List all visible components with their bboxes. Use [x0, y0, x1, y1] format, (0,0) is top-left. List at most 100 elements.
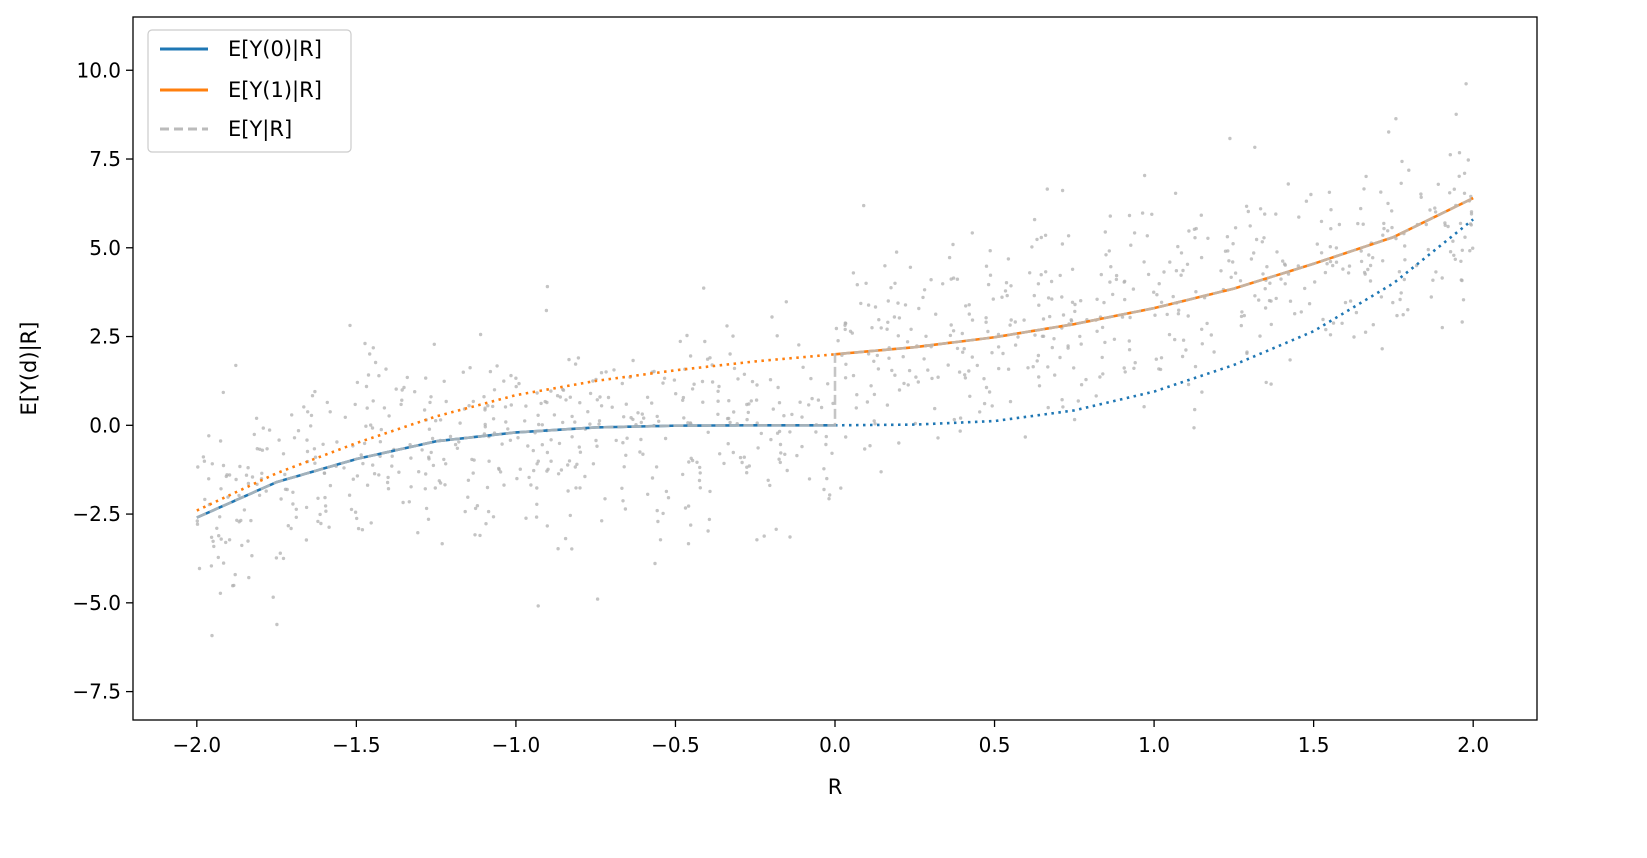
scatter-point [1325, 262, 1329, 266]
scatter-point [304, 538, 309, 542]
scatter-point [1462, 191, 1467, 195]
y1-curve-dotted [196, 353, 836, 512]
scatter-point [365, 406, 369, 410]
scatter-point [302, 405, 306, 409]
scatter-point [1403, 244, 1407, 248]
scatter-point [819, 405, 824, 410]
scatter-point [197, 566, 202, 571]
scatter-point [264, 489, 268, 493]
scatter-point [1328, 245, 1333, 249]
scatter-point [1424, 222, 1429, 227]
scatter-point [578, 401, 582, 405]
scatter-point [426, 517, 431, 521]
scatter-point [271, 595, 275, 599]
scatter-point [1114, 273, 1119, 278]
y0-curve-dotted [834, 218, 1474, 427]
scatter-point [455, 446, 460, 450]
scatter-point [430, 436, 435, 441]
scatter-point [686, 421, 690, 425]
scatter-point [438, 481, 443, 485]
scatter-point [219, 487, 223, 491]
scatter-point [1181, 338, 1186, 342]
scatter-point [769, 437, 773, 442]
scatter-point [591, 462, 596, 466]
scatter-point [1043, 233, 1048, 237]
scatter-point [745, 465, 749, 469]
scatter-point [1035, 359, 1039, 363]
scatter-point [788, 430, 792, 434]
scatter-point [1052, 337, 1056, 341]
scatter-point [834, 326, 839, 331]
scatter-point [207, 434, 211, 438]
scatter-point [531, 448, 535, 453]
scatter-point [570, 414, 574, 419]
scatter-point [1394, 117, 1398, 121]
scatter-point [1045, 187, 1050, 191]
scatter-point [740, 460, 744, 465]
scatter-point [690, 458, 695, 463]
scatter-point [291, 490, 295, 494]
scatter-point [843, 327, 847, 332]
scatter-point [1199, 213, 1204, 217]
scatter-point [855, 283, 859, 287]
scatter-point [390, 464, 394, 468]
scatter-point [539, 401, 543, 406]
scatter-point [377, 374, 381, 378]
scatter-point [1058, 355, 1062, 360]
scatter-point [558, 395, 562, 399]
scatter-point [379, 427, 383, 432]
scatter-point [413, 390, 417, 394]
scatter-point [1103, 230, 1108, 234]
scatter-point [702, 286, 706, 290]
scatter-point [1128, 315, 1132, 320]
scatter-point [854, 406, 858, 410]
scatter-point [851, 373, 856, 378]
scatter-point [402, 385, 406, 390]
scatter-point [1263, 306, 1268, 310]
scatter-point [305, 438, 309, 442]
scatter-point [850, 331, 854, 335]
scatter-point [470, 457, 474, 462]
scatter-point [984, 264, 989, 268]
scatter-point [407, 500, 411, 504]
scatter-point [1060, 398, 1064, 402]
scatter-point [984, 316, 988, 320]
scatter-point [961, 350, 965, 354]
scatter-point [1440, 325, 1445, 330]
scatter-point [1371, 256, 1375, 260]
scatter-point [597, 419, 602, 423]
scatter-point [483, 406, 487, 410]
scatter-point [1159, 356, 1164, 360]
scatter-point [646, 492, 650, 496]
scatter-point [599, 404, 604, 408]
scatter-point [1013, 320, 1017, 324]
scatter-point [1095, 297, 1099, 301]
scatter-point [885, 403, 890, 407]
scatter-point [708, 489, 712, 494]
scatter-point [1281, 259, 1285, 263]
x-tick-label: 1.0 [1138, 733, 1170, 757]
scatter-point [471, 399, 475, 404]
scatter-point [1334, 260, 1339, 264]
scatter-point [1030, 245, 1034, 249]
scatter-point [1046, 296, 1051, 300]
x-tick-label: 1.5 [1298, 733, 1330, 757]
scatter-point [285, 487, 289, 492]
scatter-point [597, 422, 601, 426]
scatter-point [323, 504, 328, 508]
scatter-point [561, 388, 566, 392]
scatter-point [316, 519, 320, 524]
scatter-point [909, 327, 913, 331]
scatter-point [886, 320, 890, 324]
scatter-point [777, 457, 781, 461]
scatter-point [872, 392, 877, 397]
scatter-point [1154, 357, 1159, 361]
scatter-point [482, 395, 486, 399]
scatter-point [776, 385, 780, 390]
scatter-point [664, 489, 669, 494]
scatter-point [564, 398, 568, 402]
scatter-point [1319, 251, 1324, 255]
scatter-point [260, 448, 265, 452]
scatter-point [516, 436, 520, 440]
scatter-point [1451, 239, 1455, 243]
